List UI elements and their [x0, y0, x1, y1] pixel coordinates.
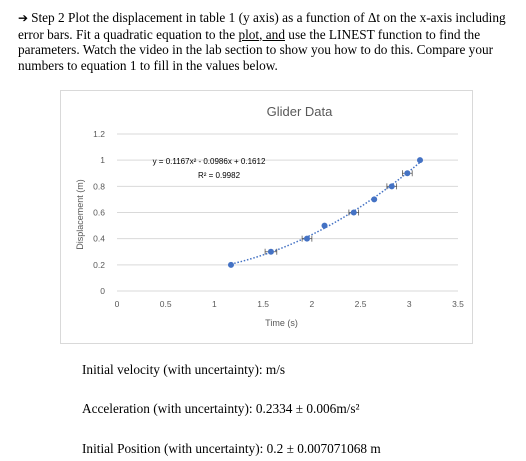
- data-point: [404, 170, 411, 177]
- y-tick-label: 1.2: [93, 129, 105, 139]
- instructions-underlined: plot, and: [238, 26, 285, 42]
- y-axis-label: Displacement (m): [75, 179, 85, 250]
- x-tick-label: 3: [407, 299, 412, 309]
- data-point: [227, 261, 234, 268]
- data-point: [321, 222, 328, 229]
- arrow-right-icon: ➔: [18, 11, 29, 25]
- x-tick-label: 2.5: [355, 299, 367, 309]
- x-tick-label: 2: [309, 299, 314, 309]
- y-tick-label: 0: [100, 286, 105, 296]
- trendline-equation: y = 0.1167x² - 0.0986x + 0.1612: [153, 157, 266, 166]
- initial-velocity-line: Initial velocity (with uncertainty): m/s: [82, 362, 286, 377]
- glider-chart: 0 0.2 0.4 0.6 0.8 1 1.2 0 0.5 1 1.5 2 2.5 3 3.5 Glider …: [60, 90, 473, 344]
- y-tick-label: 0.4: [93, 234, 105, 244]
- chart-svg: 0 0.2 0.4 0.6 0.8 1 1.2 0 0.5 1 1.5 2 2.5 3 3.5 Glider …: [75, 104, 464, 328]
- y-tick-label: 0.6: [93, 208, 105, 218]
- data-point: [417, 157, 424, 164]
- data-point: [371, 196, 378, 203]
- x-tick-label: 3.5: [452, 299, 464, 309]
- x-tick-label: 1.5: [257, 299, 269, 309]
- x-tick-label: 1: [212, 299, 217, 309]
- x-tick-label: 0: [115, 299, 120, 309]
- instructions-text-2: use the LINEST function to find the para…: [18, 26, 494, 73]
- instructions-text-1: Step 2 Plot the displacement in table 1 …: [18, 10, 506, 42]
- chart-title: Glider Data: [267, 104, 334, 119]
- data-point: [267, 248, 274, 255]
- trendline: [230, 161, 421, 265]
- initial-position-line: Initial Position (with uncertainty): 0.2…: [82, 441, 381, 456]
- step-instructions: ➔ Step 2 Plot the displacement in table 1…: [18, 10, 523, 73]
- x-tick-label: 0.5: [160, 299, 172, 309]
- y-tick-label: 1: [100, 155, 105, 165]
- y-tick-label: 0.2: [93, 260, 105, 270]
- data-point: [388, 183, 395, 190]
- y-tick-label: 0.8: [93, 181, 105, 191]
- acceleration-line: Acceleration (with uncertainty): 0.2334 …: [82, 401, 360, 416]
- x-axis-label: Time (s): [265, 318, 298, 328]
- data-point: [350, 209, 357, 216]
- r-squared-label: R² = 0.9982: [198, 171, 241, 180]
- data-point: [303, 235, 310, 242]
